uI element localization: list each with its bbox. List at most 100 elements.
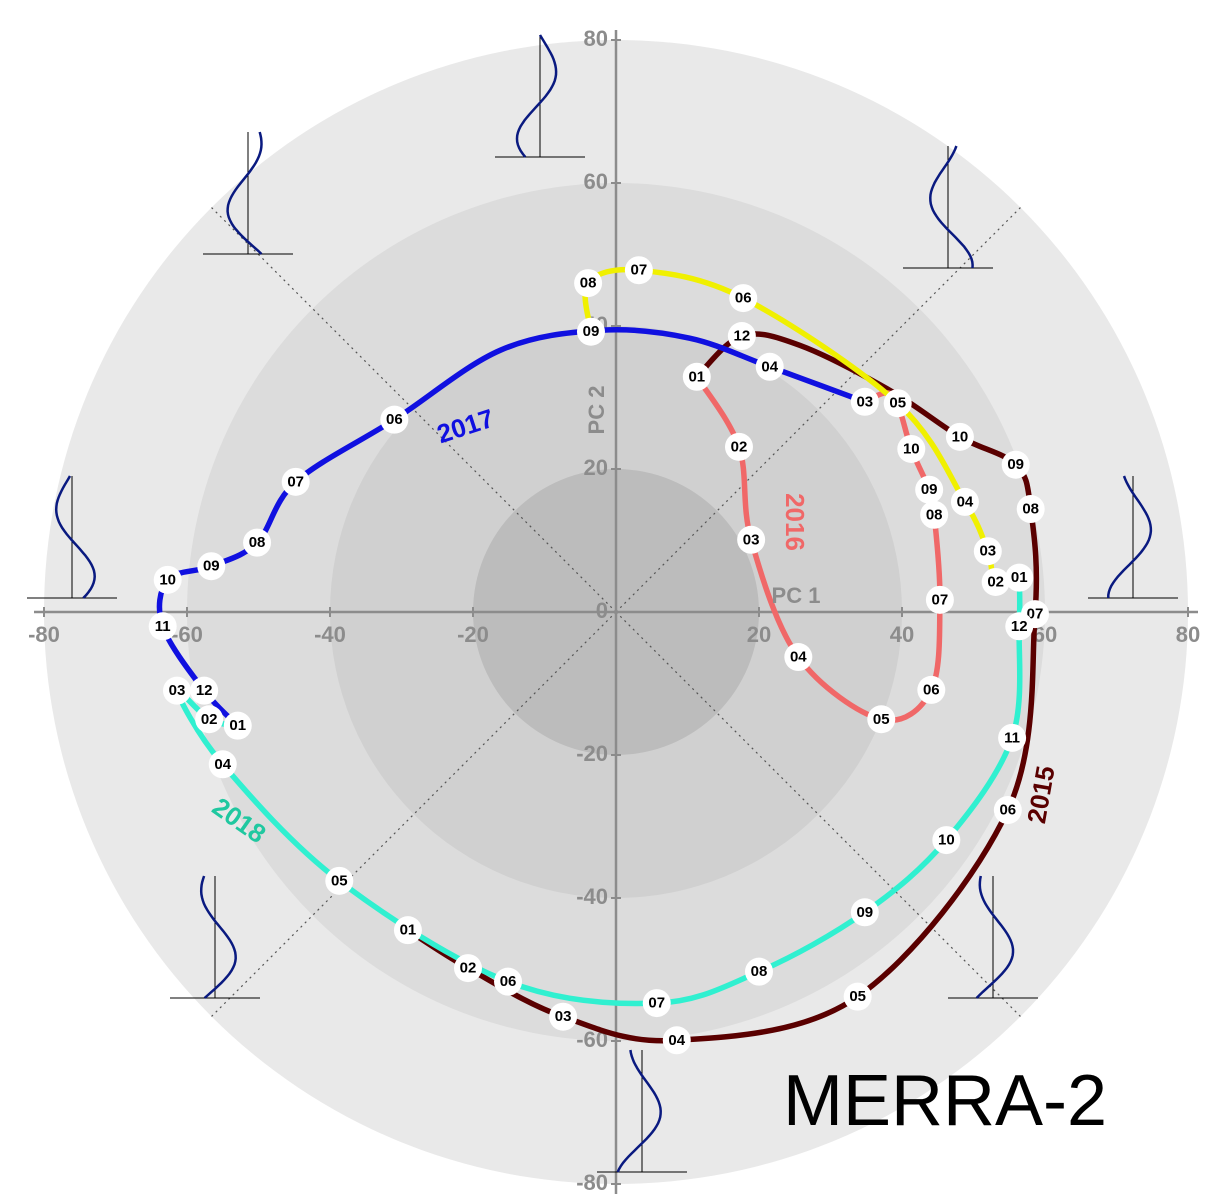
month-marker <box>243 528 272 557</box>
chart-title: MERRA-2 <box>783 1061 1107 1141</box>
month-marker <box>737 525 766 554</box>
profile-curve <box>1107 475 1153 598</box>
month-label: 07 <box>932 591 949 608</box>
month-label: 03 <box>979 543 996 560</box>
month-label: 01 <box>229 717 246 734</box>
month-label: 02 <box>460 960 477 977</box>
month-label: 04 <box>790 649 807 666</box>
month-marker <box>850 898 879 927</box>
month-label: 07 <box>1027 606 1044 623</box>
month-label: 09 <box>1007 456 1024 473</box>
month-marker <box>981 567 1010 596</box>
month-marker <box>380 405 409 434</box>
month-marker <box>784 643 813 672</box>
month-label: 08 <box>1022 501 1039 518</box>
profile-curve <box>929 145 974 269</box>
month-marker <box>727 322 756 351</box>
month-marker <box>950 487 979 516</box>
month-marker <box>197 552 226 581</box>
month-label: 04 <box>668 1032 685 1049</box>
month-marker <box>729 284 758 313</box>
month-marker <box>223 711 252 740</box>
month-label: 06 <box>999 802 1016 819</box>
month-marker <box>867 705 896 734</box>
month-label: 06 <box>500 973 517 990</box>
month-marker <box>494 967 523 996</box>
month-marker <box>325 866 354 895</box>
month-marker <box>624 256 653 285</box>
month-marker <box>190 676 219 705</box>
month-label: 09 <box>583 323 600 340</box>
month-label: 08 <box>580 275 597 292</box>
profile-curve <box>515 34 558 158</box>
month-label: 10 <box>903 440 920 457</box>
month-marker <box>850 387 879 416</box>
profile-curve <box>975 875 1015 999</box>
month-label: 07 <box>648 995 665 1012</box>
y-tick-label: 60 <box>584 169 608 194</box>
month-label: 01 <box>400 922 417 939</box>
month-marker <box>281 467 310 496</box>
month-label: 03 <box>856 393 873 410</box>
y-tick-label: -20 <box>576 741 608 766</box>
month-label: 04 <box>761 358 778 375</box>
month-label: 05 <box>331 872 348 889</box>
year-label: 2016 <box>780 493 810 551</box>
month-label: 06 <box>386 411 403 428</box>
month-label: 03 <box>555 1008 572 1025</box>
y-tick-label: 0 <box>596 598 608 623</box>
month-label: 01 <box>1011 569 1028 586</box>
background: -80-60-40-2020406080-80-60-40-2002040608… <box>28 26 1200 1195</box>
month-marker <box>642 989 671 1018</box>
month-marker <box>920 500 949 529</box>
month-marker <box>208 750 237 779</box>
x-tick-label: -20 <box>457 622 489 647</box>
month-label: 09 <box>203 558 220 575</box>
y-axis-label: PC 2 <box>584 386 609 435</box>
month-label: 06 <box>735 290 752 307</box>
month-label: 05 <box>889 395 906 412</box>
x-tick-label: 80 <box>1176 622 1200 647</box>
month-label: 10 <box>938 832 955 849</box>
month-label: 11 <box>155 618 171 635</box>
month-label: 01 <box>688 368 705 385</box>
month-marker <box>915 475 944 504</box>
month-marker <box>932 826 961 855</box>
month-marker <box>897 434 926 463</box>
month-marker <box>162 676 191 705</box>
month-marker <box>973 537 1002 566</box>
month-label: 12 <box>1011 618 1028 635</box>
month-label: 10 <box>952 428 969 445</box>
month-label: 11 <box>1004 729 1020 746</box>
month-label: 04 <box>214 756 231 773</box>
month-label: 05 <box>849 988 866 1005</box>
month-label: 08 <box>751 963 768 980</box>
x-axis-label: PC 1 <box>772 583 821 608</box>
month-marker <box>393 916 422 945</box>
month-label: 02 <box>987 573 1004 590</box>
month-label: 04 <box>957 493 974 510</box>
month-label: 07 <box>287 473 304 490</box>
month-marker <box>195 705 224 734</box>
y-tick-label: -80 <box>576 1170 608 1195</box>
month-marker <box>917 675 946 704</box>
month-label: 03 <box>169 682 186 699</box>
month-marker <box>574 269 603 298</box>
y-tick-label: -40 <box>576 884 608 909</box>
month-label: 10 <box>159 571 176 588</box>
month-marker <box>662 1026 691 1055</box>
x-tick-label: -40 <box>314 622 346 647</box>
month-marker <box>1001 450 1030 479</box>
month-marker <box>1005 612 1034 641</box>
month-marker <box>1016 495 1045 524</box>
profile-curve <box>54 475 96 599</box>
profiles <box>27 34 1178 1173</box>
month-label: 09 <box>856 904 873 921</box>
y-tick-label: 20 <box>584 455 608 480</box>
month-label: 06 <box>923 681 940 698</box>
month-label: 03 <box>743 531 760 548</box>
profile-curve <box>226 131 263 255</box>
month-marker <box>1005 563 1034 592</box>
month-marker <box>998 723 1027 752</box>
